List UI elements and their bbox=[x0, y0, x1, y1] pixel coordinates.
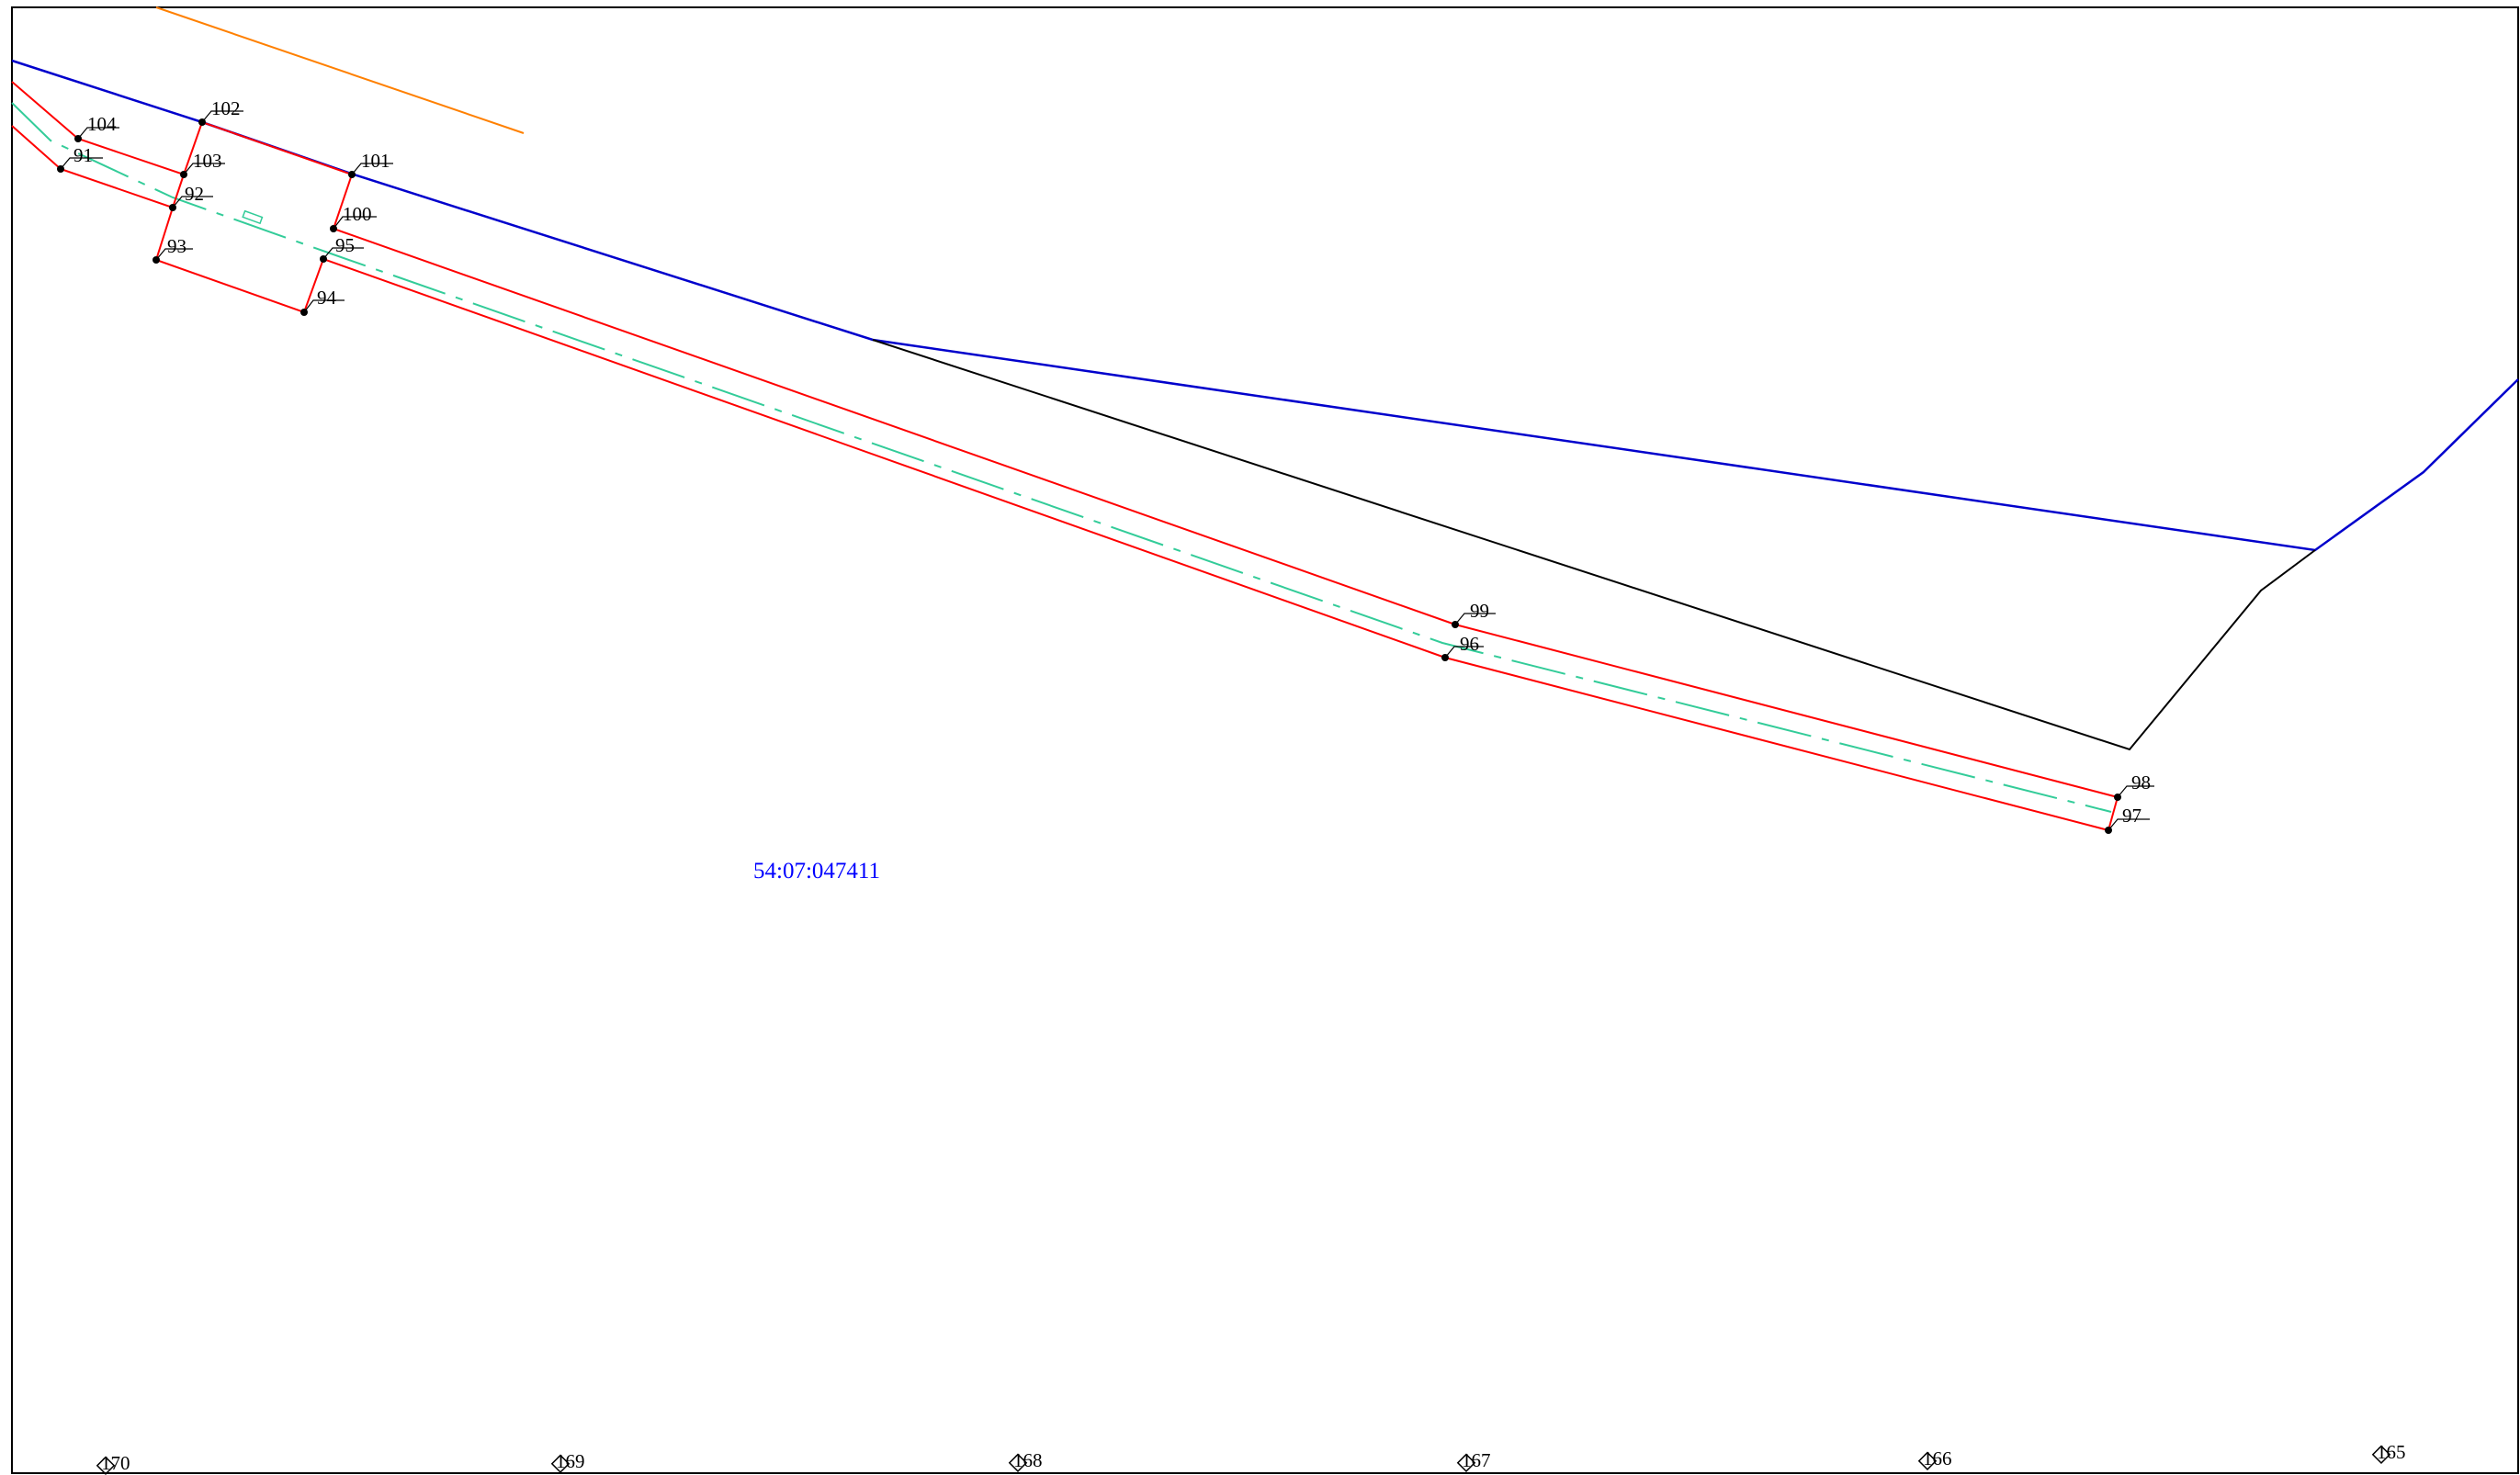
label-96: 96 bbox=[1460, 633, 1479, 655]
marker-169-icon bbox=[550, 1454, 571, 1473]
map-frame bbox=[11, 6, 2519, 1474]
parcel-connector bbox=[172, 174, 185, 208]
marker-168-icon bbox=[1008, 1453, 1028, 1472]
neighbor-boundary bbox=[872, 339, 2316, 751]
survey-markers bbox=[96, 1445, 2391, 1475]
marker-166-label: 166 bbox=[1923, 1447, 1952, 1469]
marker-165-label: 165 bbox=[2377, 1441, 2406, 1463]
cadastral-block-label: 54:07:047411 bbox=[753, 859, 880, 884]
label-leaders bbox=[60, 110, 2154, 831]
label-91: 91 bbox=[73, 144, 93, 166]
marker-170-label: 170 bbox=[101, 1452, 130, 1474]
road-line bbox=[155, 6, 525, 134]
label-100: 100 bbox=[343, 203, 372, 225]
label-94: 94 bbox=[317, 287, 337, 309]
label-103: 103 bbox=[193, 150, 222, 172]
label-98: 98 bbox=[2131, 771, 2151, 794]
label-104: 104 bbox=[87, 113, 117, 135]
marker-167-icon bbox=[1456, 1453, 1476, 1472]
block-boundary bbox=[11, 59, 2519, 552]
marker-168-label: 168 bbox=[1013, 1449, 1043, 1471]
axis-line bbox=[11, 102, 2112, 813]
marker-167-label: 167 bbox=[1462, 1449, 1491, 1471]
label-97: 97 bbox=[2122, 805, 2141, 827]
label-93: 93 bbox=[167, 235, 186, 257]
label-99: 99 bbox=[1470, 600, 1489, 622]
axis-marker bbox=[242, 209, 264, 225]
parcel-outline-outer bbox=[11, 81, 2119, 832]
label-95: 95 bbox=[335, 234, 355, 256]
marker-166-icon bbox=[1917, 1451, 1938, 1470]
marker-169-label: 169 bbox=[556, 1450, 585, 1472]
marker-165-icon bbox=[2371, 1445, 2391, 1464]
marker-170-icon bbox=[96, 1456, 116, 1475]
label-92: 92 bbox=[185, 183, 204, 205]
label-101: 101 bbox=[361, 150, 390, 172]
label-102: 102 bbox=[211, 97, 241, 119]
